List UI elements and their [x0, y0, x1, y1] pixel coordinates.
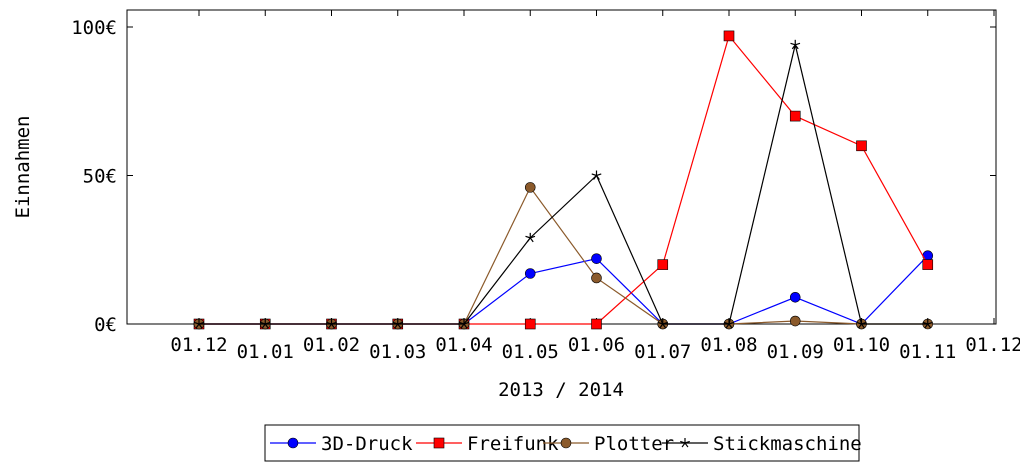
y-tick-label: 100€ [71, 17, 117, 39]
x-axis: 01.12 01.01 01.02 01.03 01.04 01.05 01.06 01.07… [170, 10, 1020, 363]
series-line [199, 44, 928, 325]
legend-item: Stickmaschine [662, 433, 862, 455]
data-point [525, 232, 536, 243]
x-tick-label: 01.12 [965, 334, 1020, 356]
legend-label: 3D-Druck [321, 433, 413, 455]
x-tick-label: 01.08 [700, 334, 757, 356]
data-point [789, 110, 801, 122]
series-layer [193, 30, 934, 330]
plot-frame [126, 9, 997, 325]
x-tick-label: 01.01 [237, 341, 294, 363]
data-point [524, 268, 536, 279]
data-point [591, 318, 602, 330]
series-3d-druck [193, 250, 934, 330]
data-point [287, 437, 299, 449]
data-point [591, 170, 602, 180]
legend-item: Plotter [543, 433, 674, 455]
data-point [856, 140, 867, 152]
x-tick-label: 01.02 [303, 334, 360, 356]
legend-label: Stickmaschine [713, 433, 862, 455]
x-tick-label: 01.04 [435, 334, 492, 356]
data-point [260, 319, 271, 329]
data-point [459, 319, 469, 329]
y-tick-label: 0€ [94, 314, 117, 336]
data-point [856, 319, 867, 329]
x-tick-label: 01.05 [502, 341, 559, 363]
data-point [326, 319, 337, 329]
series-line [199, 34, 929, 325]
y-axis-title: Einnahmen [12, 116, 34, 219]
series-stickmaschine [194, 39, 933, 329]
x-tick-label: 01.12 [170, 334, 227, 356]
series-line [199, 186, 928, 325]
data-point [680, 438, 690, 448]
data-point [591, 272, 602, 284]
data-point [657, 259, 669, 270]
legend: 3D-Druck Freifunk Plotter Stickmaschine [264, 424, 862, 462]
x-tick-label: 01.06 [568, 334, 625, 356]
y-tick-label: 50€ [83, 166, 117, 188]
legend-item: 3D-Druck [270, 433, 413, 455]
data-point [723, 30, 735, 42]
data-point [922, 319, 933, 329]
data-point [392, 319, 403, 329]
data-point [433, 437, 445, 449]
data-point [560, 437, 572, 449]
data-point [789, 291, 801, 303]
data-point [724, 319, 734, 329]
data-point [790, 39, 801, 50]
data-point [657, 319, 668, 329]
x-axis-title: 2013 / 2014 [498, 379, 624, 401]
data-point [922, 259, 934, 270]
x-tick-label: 01.03 [369, 341, 426, 363]
x-tick-label: 01.11 [899, 341, 956, 363]
data-point [524, 318, 536, 330]
data-point [194, 319, 204, 329]
series-plotter [193, 182, 934, 330]
x-tick-label: 01.10 [833, 334, 890, 356]
legend-label: Freifunk [467, 433, 559, 455]
x-tick-label: 01.07 [634, 341, 691, 363]
series-line [199, 255, 929, 325]
y-axis: 0€ 50€ 100€ [71, 17, 996, 336]
legend-item: Freifunk [416, 433, 559, 455]
x-tick-label: 01.09 [767, 341, 824, 363]
data-point [789, 315, 801, 327]
data-point [591, 253, 602, 264]
legend-label: Plotter [594, 433, 674, 455]
data-point [524, 182, 536, 193]
series-freifunk [193, 30, 934, 330]
